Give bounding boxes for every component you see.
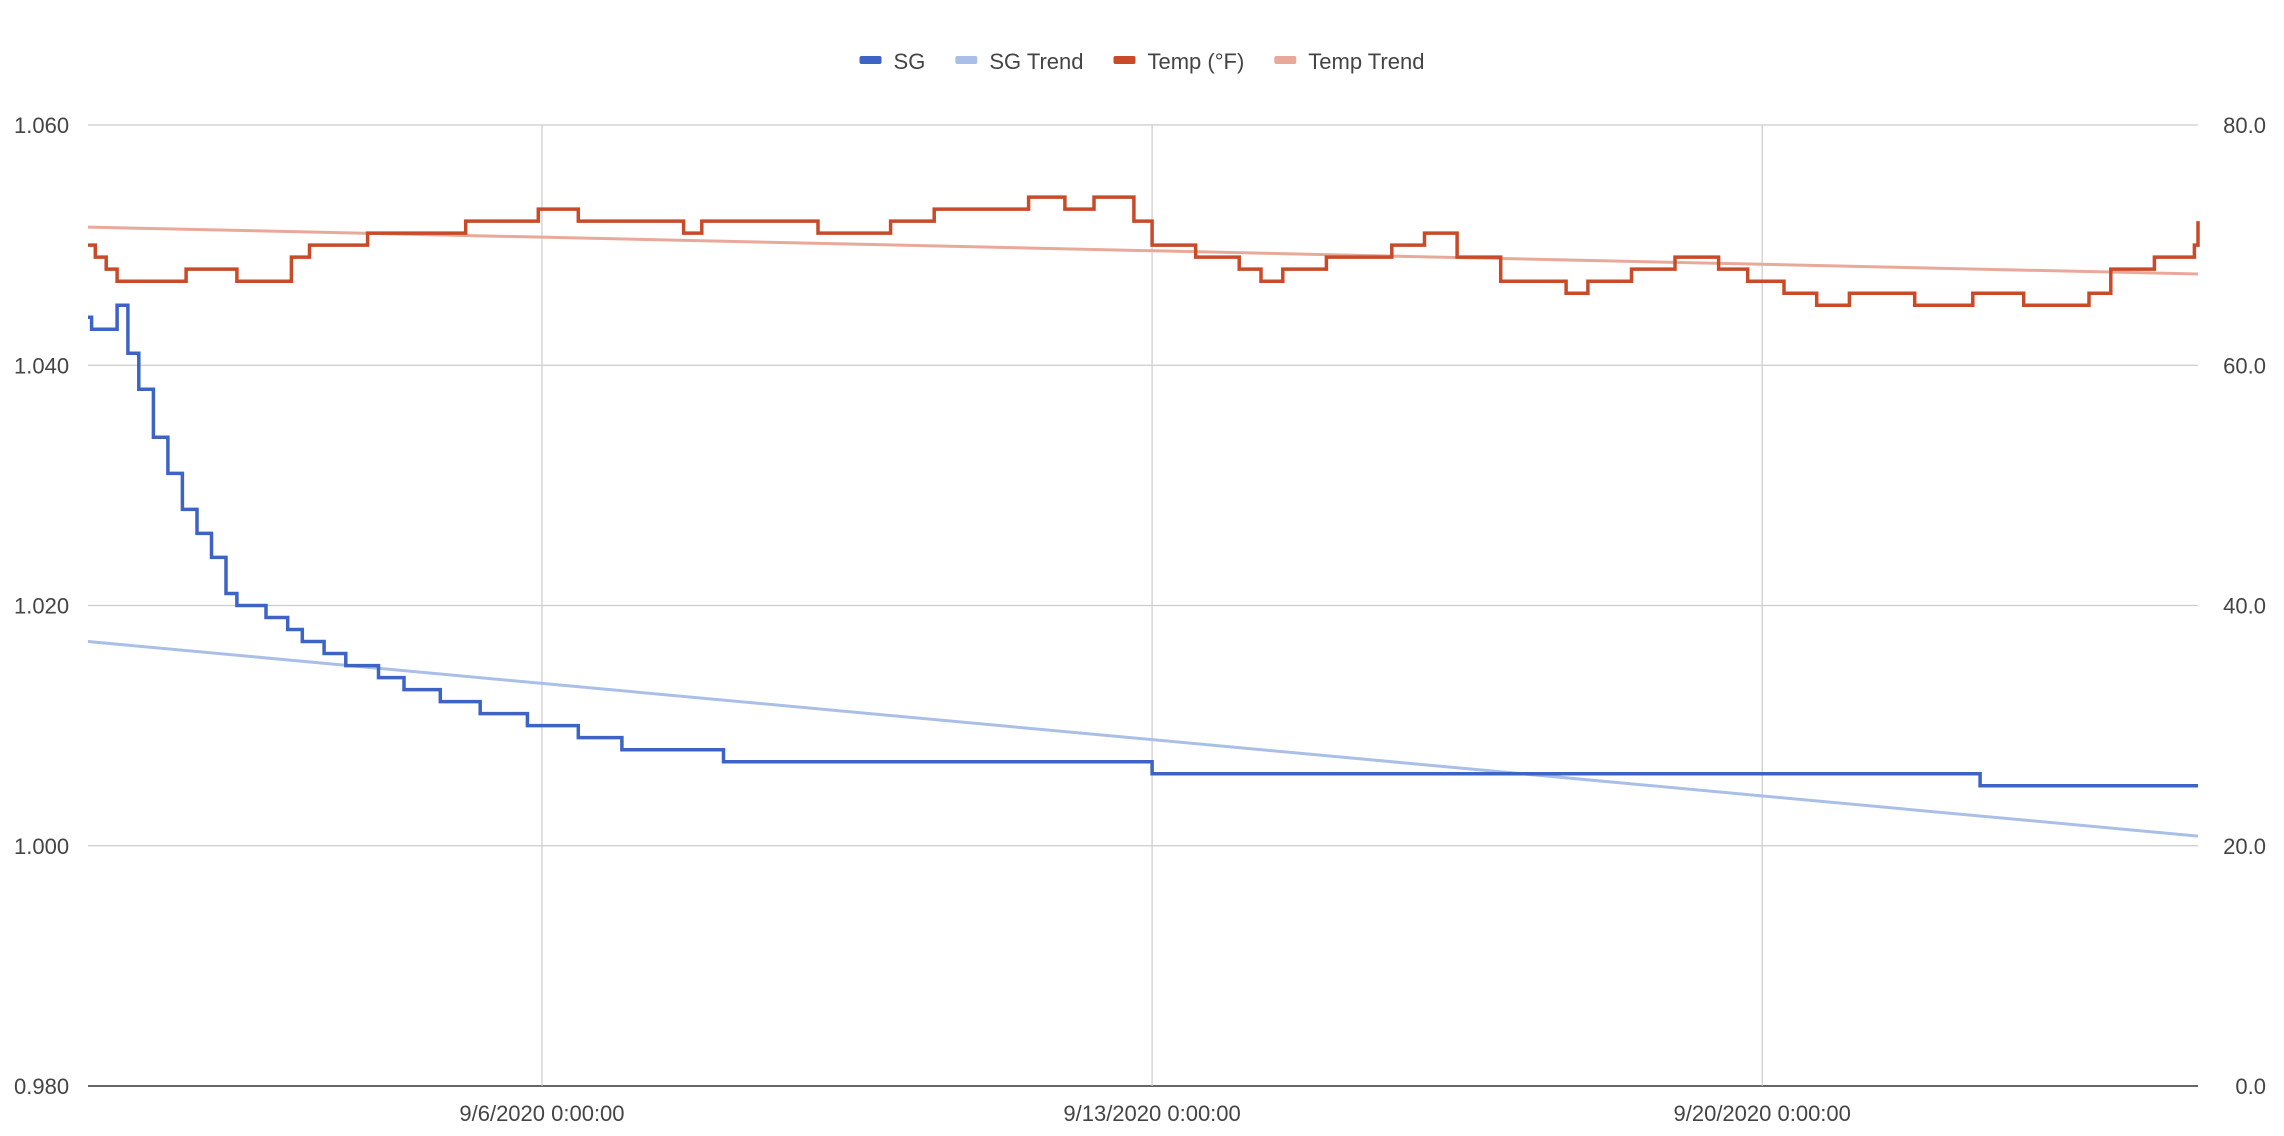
legend-swatch-temp-f xyxy=(1113,56,1136,64)
x-tick-label: 9/6/2020 0:00:00 xyxy=(459,1101,624,1126)
y-left-tick-label: 1.000 xyxy=(14,834,69,859)
y-left-tick-label: 1.040 xyxy=(14,353,69,378)
x-axis: 9/6/2020 0:00:00 9/13/2020 0:00:00 9/20/20… xyxy=(459,1101,1851,1126)
y-right-tick-label: 40.0 xyxy=(2223,594,2266,619)
series-line-temp-f xyxy=(88,195,2200,307)
legend-swatch-temp-trend xyxy=(1274,56,1297,64)
series-line-temp-trend xyxy=(87,225,2199,276)
y-left-tick-label: 1.060 xyxy=(14,113,69,138)
legend-label-temp-trend: Temp Trend xyxy=(1308,49,1424,74)
series-line-sg xyxy=(88,303,2198,788)
y-right-tick-label: 20.0 xyxy=(2223,834,2266,859)
y-right-tick-label: 0.0 xyxy=(2235,1074,2266,1099)
legend-label-sg-trend: SG Trend xyxy=(989,49,1083,74)
legend-label-temp-f: Temp (°F) xyxy=(1147,49,1244,74)
y-axis-right: 80.0 60.0 40.0 20.0 0.0 xyxy=(2223,113,2266,1099)
series-lines xyxy=(87,195,2200,838)
legend: SG SG Trend Temp (°F) Temp Trend xyxy=(859,49,1424,74)
gridlines xyxy=(88,124,2198,1087)
legend-swatch-sg xyxy=(859,56,882,64)
y-left-tick-label: 0.980 xyxy=(14,1074,69,1099)
y-right-tick-label: 80.0 xyxy=(2223,113,2266,138)
y-left-tick-label: 1.020 xyxy=(14,594,69,619)
y-right-tick-label: 60.0 xyxy=(2223,353,2266,378)
series-line-sg-trend xyxy=(87,640,2199,838)
x-tick-label: 9/20/2020 0:00:00 xyxy=(1674,1101,1851,1126)
x-tick-label: 9/13/2020 0:00:00 xyxy=(1063,1101,1240,1126)
y-axis-left: 1.060 1.040 1.020 1.000 0.980 xyxy=(14,113,69,1099)
legend-label-sg: SG xyxy=(894,49,926,74)
legend-swatch-sg-trend xyxy=(955,56,978,64)
